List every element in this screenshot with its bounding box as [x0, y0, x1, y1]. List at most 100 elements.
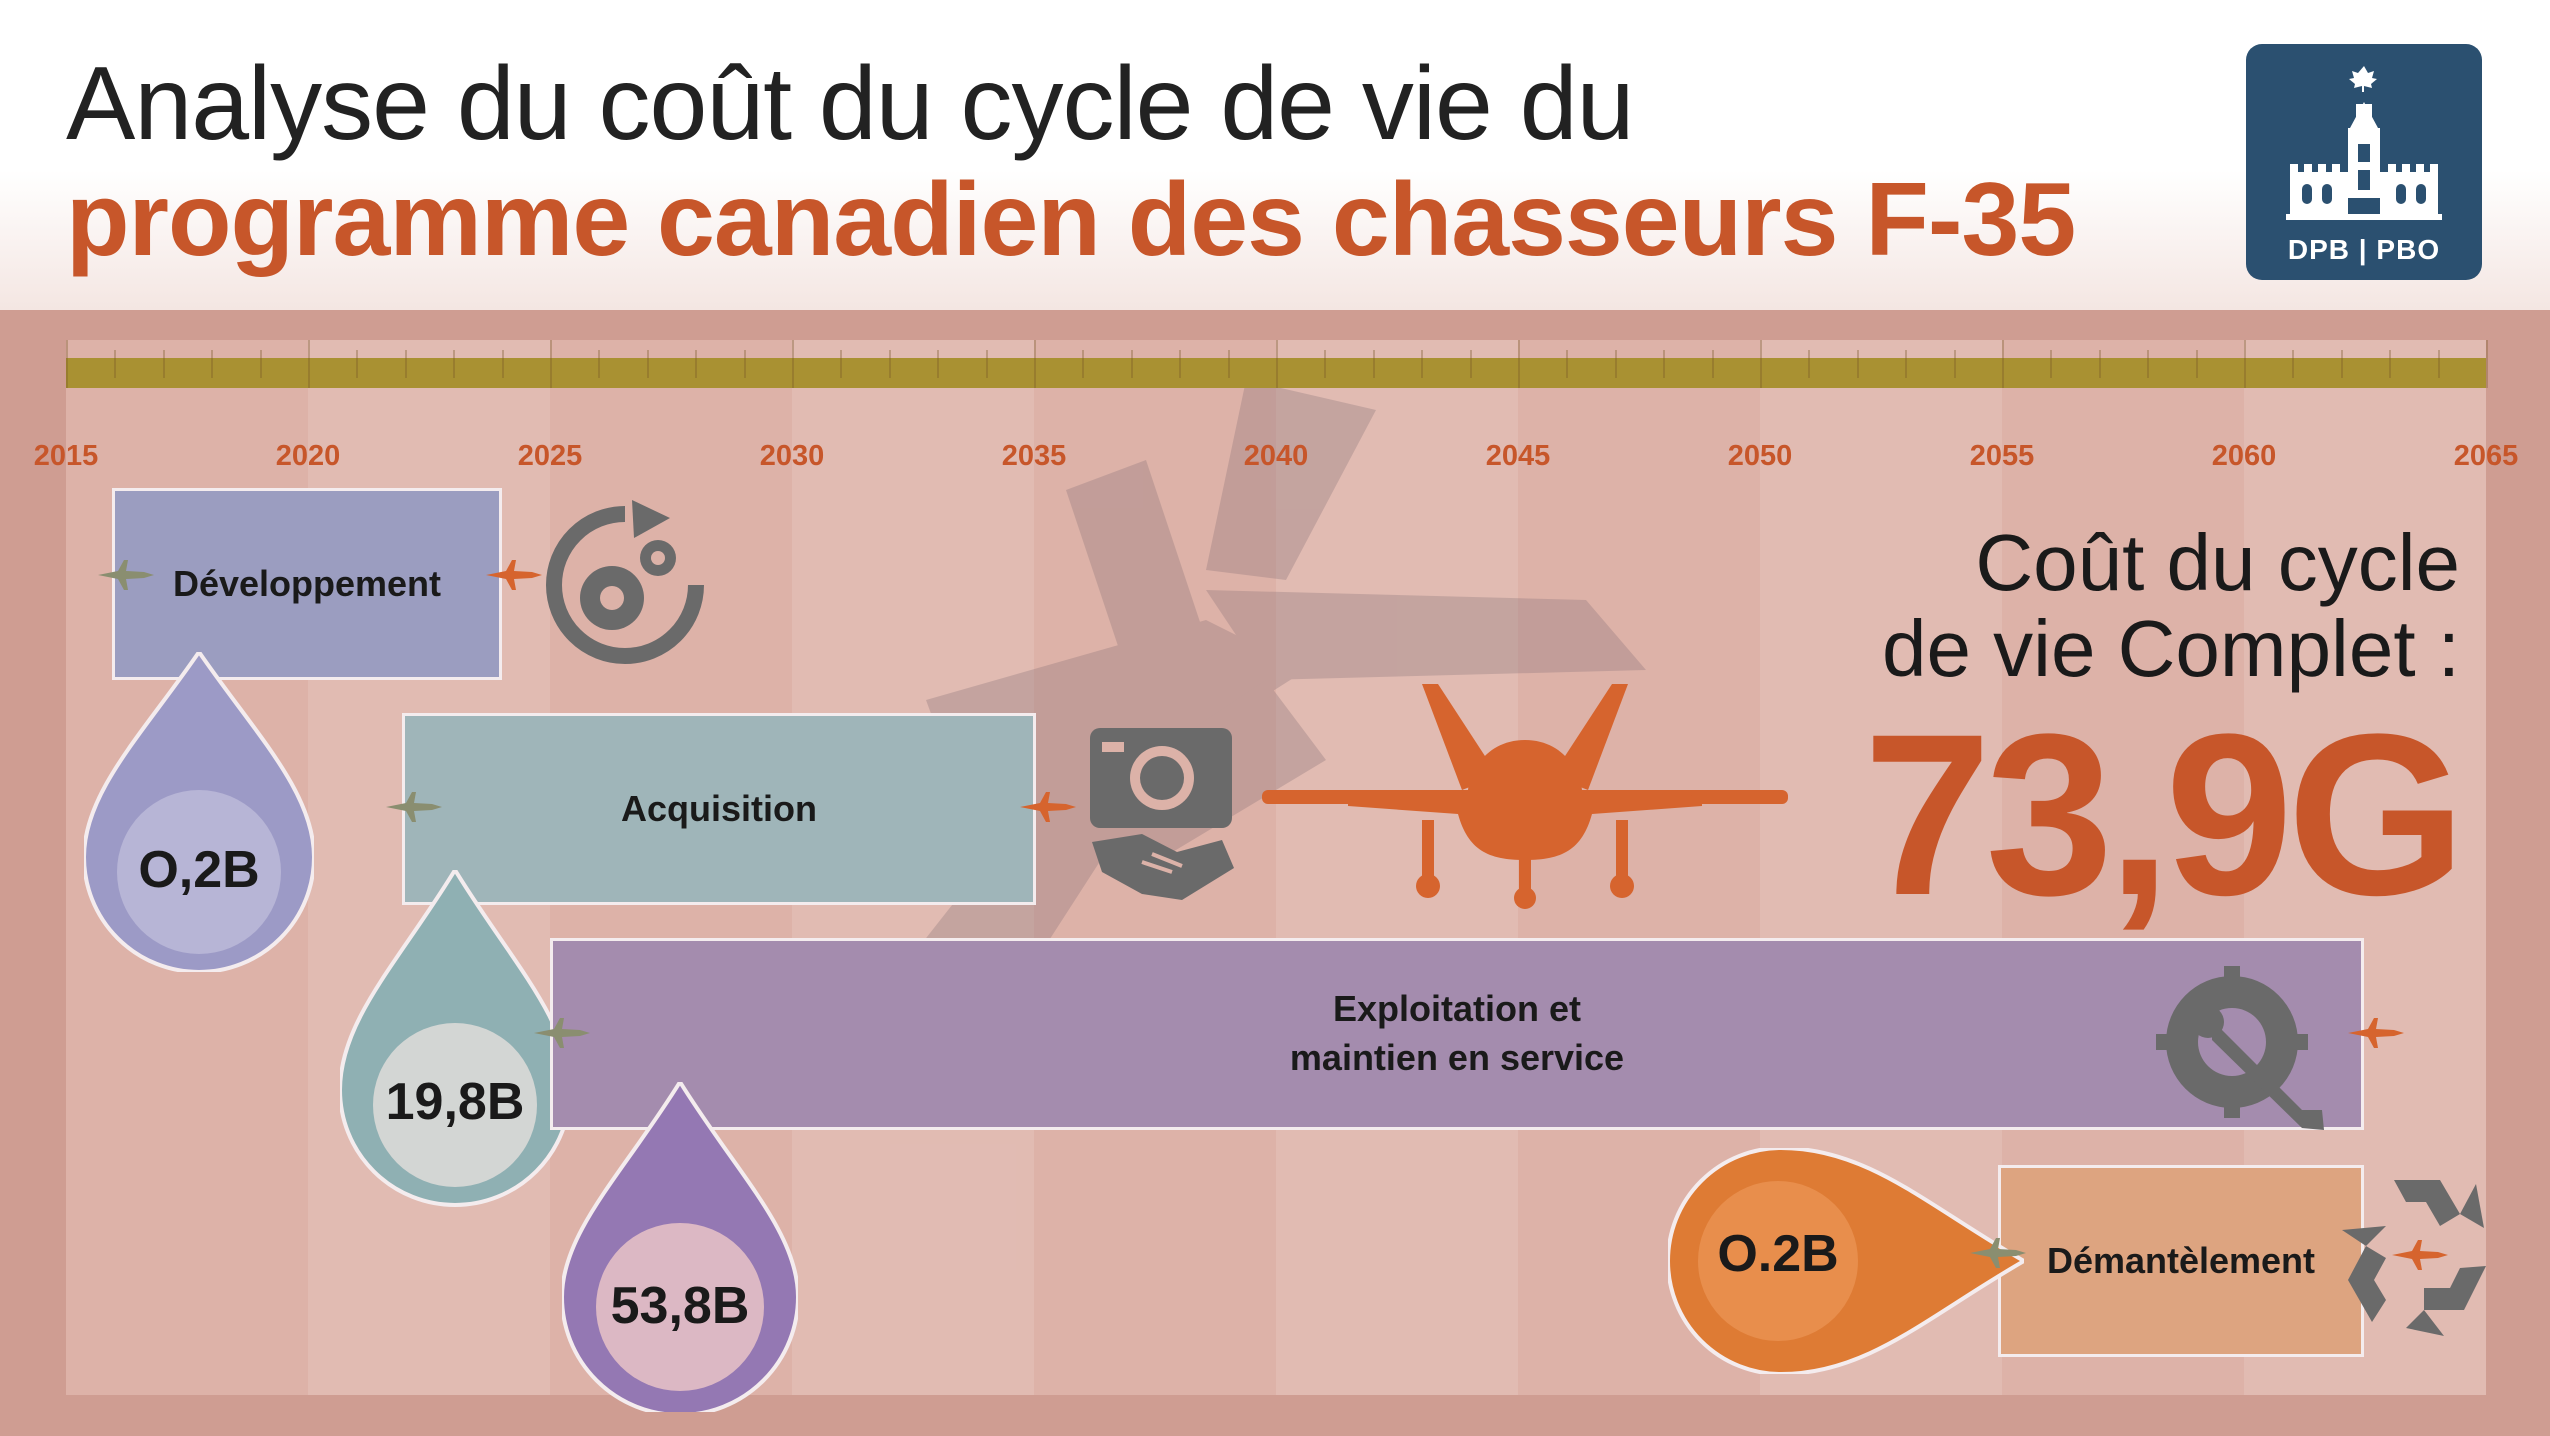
timeline-tick	[1808, 350, 1811, 378]
timeline-tick	[1372, 350, 1375, 378]
timeline-tick	[1566, 350, 1569, 378]
total-cost-label-line1: Coût du cycle	[1975, 518, 2460, 607]
year-label-2055: 2055	[1969, 440, 2035, 472]
timeline-tick	[211, 350, 214, 378]
timeline-tick	[2147, 350, 2150, 378]
timeline-tick	[66, 340, 68, 388]
recycle-icon	[2342, 1180, 2486, 1336]
timeline-bar	[66, 358, 2486, 388]
timeline-tick	[1276, 340, 1278, 388]
year-label-2030: 2030	[759, 440, 825, 472]
timeline-tick	[1663, 350, 1666, 378]
timeline-tick	[1227, 350, 1230, 378]
phase-end-jet-icon	[2392, 1240, 2448, 1270]
timeline-tick	[1082, 350, 1085, 378]
pbo-logo: DPB | PBO	[2246, 44, 2482, 280]
timeline-tick	[1711, 350, 1714, 378]
total-cost-value: 73,9G	[1863, 686, 2466, 943]
timeline-tick	[840, 350, 843, 378]
timeline-tick	[2389, 350, 2392, 378]
year-label-2015: 2015	[33, 440, 99, 472]
timeline-tick	[2195, 350, 2198, 378]
timeline-tick	[550, 340, 552, 388]
year-label-2060: 2060	[2211, 440, 2277, 472]
timeline-tick	[453, 350, 456, 378]
phase-bar-demantelement: Démantèlement	[1998, 1165, 2364, 1357]
timeline-plot-area	[66, 340, 2486, 1395]
timeline-tick	[1760, 340, 1762, 388]
phase-start-jet-icon	[534, 1018, 590, 1048]
timeline-tick	[1953, 350, 1956, 378]
logo-text: DPB | PBO	[2287, 234, 2441, 265]
timeline-tick	[598, 350, 601, 378]
year-label-2025: 2025	[517, 440, 583, 472]
timeline-tick	[2292, 350, 2295, 378]
cost-label-developpement: O,2B	[138, 841, 260, 899]
timeline-tick	[695, 350, 698, 378]
timeline-tick	[2244, 340, 2246, 388]
phase-start-jet-icon	[1970, 1238, 2026, 1268]
timeline-tick	[501, 350, 504, 378]
timeline-tick	[1905, 350, 1908, 378]
cost-label-acquisition: 19,8B	[385, 1073, 525, 1131]
year-label-2065: 2065	[2453, 440, 2519, 472]
cost-label-demantelement: O.2B	[1717, 1225, 1839, 1283]
cost-drop-acquisition	[340, 870, 570, 1207]
phase-bar-exploitation: Exploitation et maintien en service	[550, 938, 2364, 1130]
cost-drop-developpement	[84, 652, 314, 972]
timeline-tick	[792, 340, 794, 388]
gears-cycle-icon	[546, 500, 704, 664]
timeline-tick	[1856, 350, 1859, 378]
phase-start-jet-icon	[98, 560, 154, 590]
year-stripe	[1276, 340, 1518, 1395]
timeline-tick	[2437, 350, 2440, 378]
cost-drop-demantelement	[1668, 1148, 2024, 1374]
timeline-tick	[1179, 350, 1182, 378]
phase-label-line1: Exploitation et	[1332, 988, 1581, 1030]
year-label-2050: 2050	[1727, 440, 1793, 472]
phase-end-jet-icon	[486, 560, 542, 590]
cost-drop-exploitation	[562, 1082, 798, 1412]
cost-label-exploitation: 53,8B	[610, 1277, 750, 1335]
timeline-tick	[985, 350, 988, 378]
phase-start-jet-icon	[386, 792, 442, 822]
year-label-2040: 2040	[1243, 440, 1309, 472]
year-label-2020: 2020	[275, 440, 341, 472]
timeline-tick	[888, 350, 891, 378]
timeline-tick	[743, 350, 746, 378]
phase-end-jet-icon	[2348, 1018, 2404, 1048]
total-cost-label: Coût du cycle de vie Complet :	[1760, 518, 2460, 694]
timeline-tick	[404, 350, 407, 378]
year-label-2045: 2045	[1485, 440, 1551, 472]
timeline-tick	[356, 350, 359, 378]
timeline-tick	[1518, 340, 1520, 388]
page-title-line2: programme canadien des chasseurs F-35	[66, 162, 2076, 278]
timeline-tick	[1034, 340, 1036, 388]
year-label-2035: 2035	[1001, 440, 1067, 472]
phase-bar-acquisition: Acquisition	[402, 713, 1036, 905]
timeline-tick	[1324, 350, 1327, 378]
total-cost-label-line2: de vie Complet :	[1881, 604, 2460, 694]
timeline-tick	[2098, 350, 2101, 378]
payment-handshake-icon	[1090, 728, 1234, 900]
phase-bar-developpement: Développement	[112, 488, 502, 680]
timeline-tick	[308, 340, 310, 388]
timeline-tick	[937, 350, 940, 378]
timeline-tick	[2050, 350, 2053, 378]
header: Analyse du coût du cycle de vie du progr…	[0, 0, 2550, 310]
timeline-tick	[2486, 340, 2488, 388]
timeline-tick	[2340, 350, 2343, 378]
timeline-tick	[1421, 350, 1424, 378]
phase-end-jet-icon	[1020, 792, 1076, 822]
f35-jet-icon	[1262, 684, 1788, 909]
page-title-line1: Analyse du coût du cycle de vie du	[66, 46, 1634, 162]
timeline-tick	[162, 350, 165, 378]
timeline-tick	[1614, 350, 1617, 378]
timeline-tick	[259, 350, 262, 378]
timeline-tick	[1469, 350, 1472, 378]
timeline-tick	[1130, 350, 1133, 378]
parliament-icon	[2286, 66, 2442, 220]
timeline-tick	[646, 350, 649, 378]
timeline-tick	[2002, 340, 2004, 388]
timeline-tick	[114, 350, 117, 378]
